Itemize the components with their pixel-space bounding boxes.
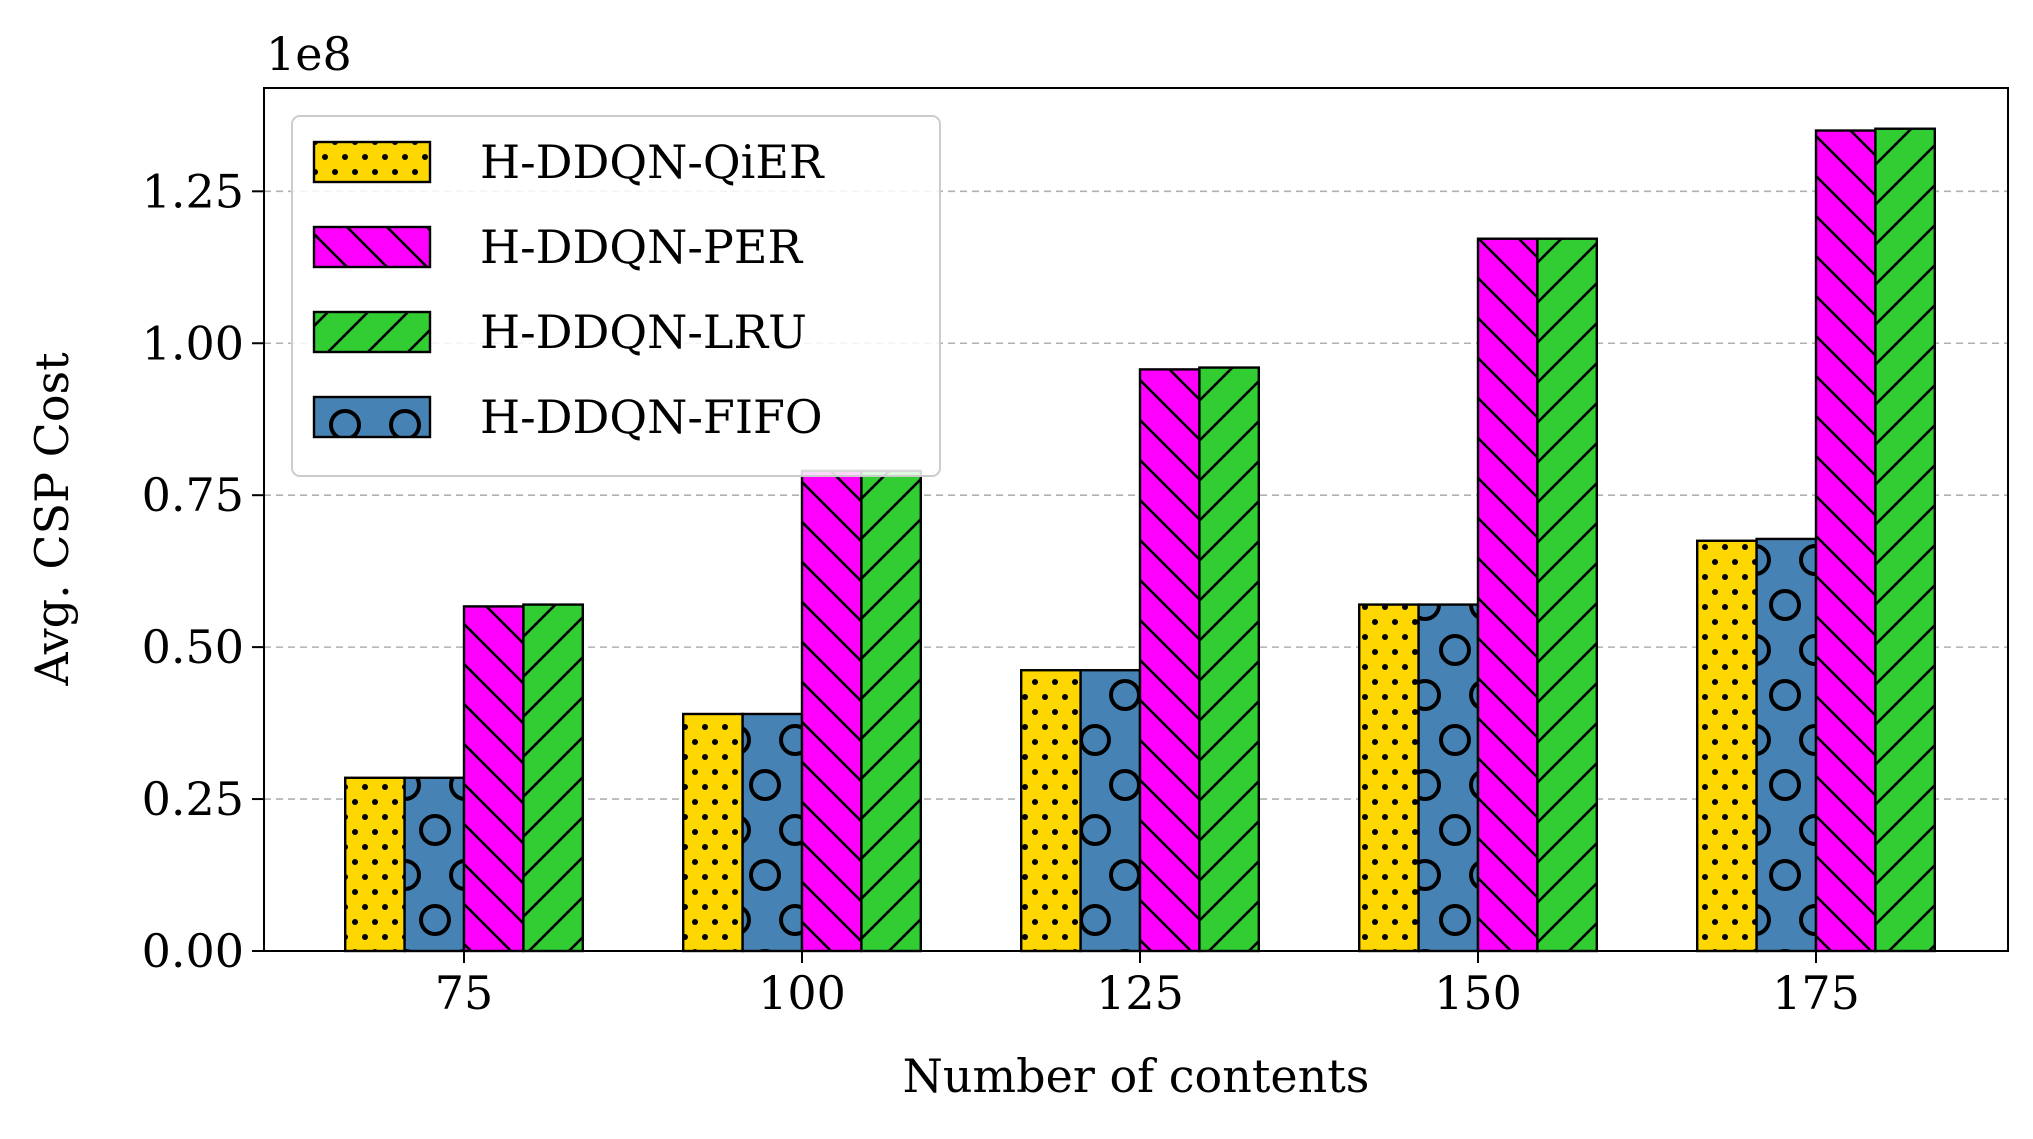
legend-label-h-ddqn-fifo: H-DDQN-FIFO xyxy=(480,390,823,444)
x-tick-label: 125 xyxy=(1096,966,1184,1020)
legend-label-h-ddqn-qier: H-DDQN-QiER xyxy=(480,135,825,189)
bar-h-ddqn-lru-75 xyxy=(522,603,585,953)
bar-h-ddqn-fifo-75 xyxy=(403,776,466,953)
legend-swatch-h-ddqn-fifo xyxy=(312,395,432,439)
legend-label-h-ddqn-per: H-DDQN-PER xyxy=(480,220,803,274)
y-axis-label: Avg. CSP Cost xyxy=(25,352,79,687)
bar-h-ddqn-qier-150 xyxy=(1357,603,1420,953)
legend-frame xyxy=(291,115,941,477)
y-tick-label: 1.00 xyxy=(142,316,244,370)
bar-h-ddqn-fifo-175 xyxy=(1755,537,1818,953)
legend-label-h-ddqn-lru: H-DDQN-LRU xyxy=(480,305,807,359)
x-tick-label: 150 xyxy=(1434,966,1522,1020)
bar-h-ddqn-per-150 xyxy=(1476,237,1539,953)
bar-h-ddqn-qier-175 xyxy=(1695,539,1758,953)
bar-h-ddqn-per-75 xyxy=(462,605,525,953)
bar-h-ddqn-lru-175 xyxy=(1874,127,1937,953)
bar-h-ddqn-lru-150 xyxy=(1536,237,1599,953)
y-tick-label: 0.75 xyxy=(142,468,244,522)
plot-frame xyxy=(263,87,2009,952)
x-axis-label: Number of contents xyxy=(903,1049,1370,1103)
legend: H-DDQN-QiER H-DDQN-PER H-DDQN-LRU H-DDQN-FI… xyxy=(291,115,941,477)
x-tick-label: 100 xyxy=(758,966,846,1020)
bar-h-ddqn-per-100 xyxy=(800,469,863,953)
bar-h-ddqn-lru-100 xyxy=(860,469,923,953)
bar-h-ddqn-qier-100 xyxy=(682,712,744,953)
bar-h-ddqn-fifo-125 xyxy=(1079,669,1142,953)
bar-h-ddqn-per-175 xyxy=(1814,129,1877,953)
legend-swatch-h-ddqn-per xyxy=(312,225,432,269)
y-tick-label: 0.25 xyxy=(142,772,244,826)
x-axis-ticks: 75 100 125 150 175 xyxy=(435,951,1860,1020)
y-tick-label: 0.50 xyxy=(142,620,244,674)
bar-h-ddqn-fifo-100 xyxy=(741,712,804,953)
y-offset-label: 1e8 xyxy=(266,27,352,81)
bar-h-ddqn-lru-125 xyxy=(1198,366,1261,953)
bar-h-ddqn-per-125 xyxy=(1138,368,1201,953)
legend-swatch-h-ddqn-qier xyxy=(312,140,432,184)
x-tick-label: 175 xyxy=(1772,966,1860,1020)
legend-swatch-h-ddqn-lru xyxy=(312,310,432,354)
y-tick-label: 0.00 xyxy=(142,924,244,978)
bar-h-ddqn-qier-75 xyxy=(344,776,406,953)
bar-h-ddqn-fifo-150 xyxy=(1417,603,1480,953)
bar-h-ddqn-qier-125 xyxy=(1020,669,1082,953)
bars xyxy=(344,127,1937,953)
y-axis-ticks: 0.00 0.25 0.50 0.75 1.00 1.25 xyxy=(142,164,264,978)
y-tick-label: 1.25 xyxy=(142,164,244,218)
x-tick-label: 75 xyxy=(435,966,494,1020)
